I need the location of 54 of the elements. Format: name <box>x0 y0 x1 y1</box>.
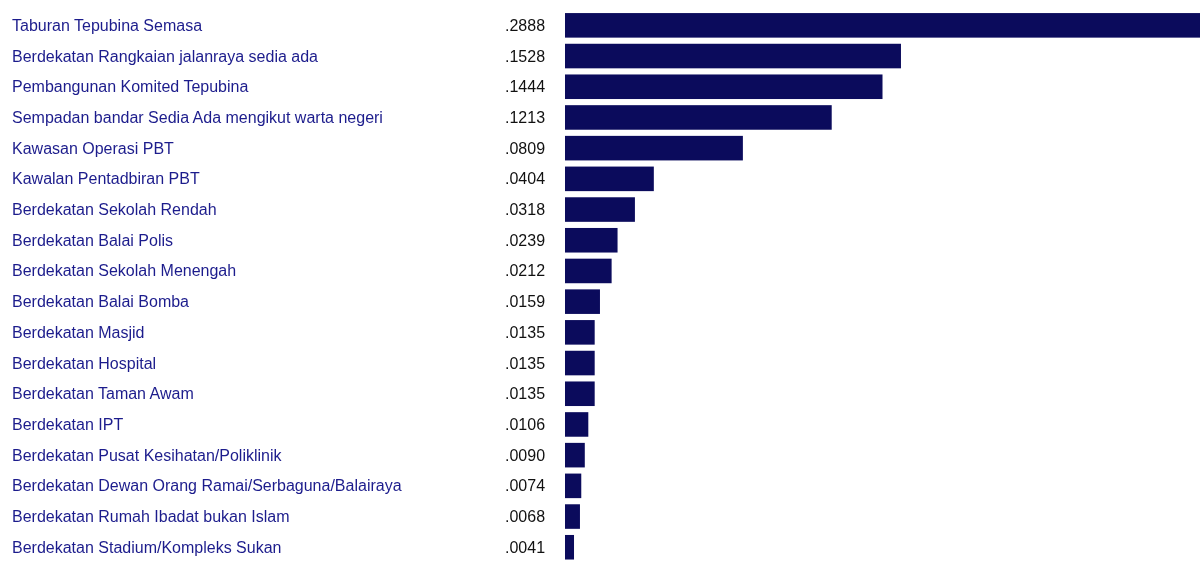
bar <box>565 135 743 161</box>
bar <box>565 166 654 192</box>
data-label: .0809 <box>505 139 546 157</box>
data-label: .0212 <box>505 262 546 280</box>
y-tick-label: Kawalan Pentadbiran PBT <box>12 170 200 188</box>
data-label: .0135 <box>505 354 546 372</box>
data-label: .0074 <box>505 477 546 495</box>
data-label: .0404 <box>505 170 546 188</box>
y-tick-label: Berdekatan Rumah Ibadat bukan Islam <box>12 508 290 526</box>
data-label: .0135 <box>505 323 546 341</box>
bar <box>565 381 595 407</box>
data-label: .2888 <box>505 16 546 34</box>
bar <box>565 227 618 253</box>
y-tick-label: Berdekatan Taman Awam <box>12 385 194 403</box>
y-tick-label: Taburan Tepubina Semasa <box>12 16 203 34</box>
bar <box>565 289 600 314</box>
y-tick-label: Berdekatan Rangkaian jalanraya sedia ada <box>12 47 319 65</box>
bar <box>565 350 595 376</box>
bar <box>565 412 589 437</box>
y-tick-label: Berdekatan Balai Polis <box>12 231 173 249</box>
data-label: .0090 <box>505 446 546 464</box>
data-label: .1213 <box>505 108 546 126</box>
bar <box>565 258 612 284</box>
y-tick-label: Berdekatan Masjid <box>12 323 145 341</box>
data-label: .0318 <box>505 201 546 219</box>
bar <box>565 13 1200 38</box>
bar <box>565 442 585 468</box>
y-tick-label: Berdekatan Dewan Orang Ramai/Serbaguna/Balairaya <box>12 477 402 495</box>
bar <box>565 43 901 69</box>
bar <box>565 473 582 499</box>
data-label: .0041 <box>505 538 546 556</box>
y-tick-label: Pembangunan Komited Tepubina <box>12 78 249 96</box>
y-tick-label: Sempadan bandar Sedia Ada mengikut warta negeri <box>12 108 383 126</box>
bar <box>565 74 883 100</box>
y-tick-label: Berdekatan Balai Bomba <box>12 293 190 311</box>
bar <box>565 320 595 345</box>
data-label: .0135 <box>505 385 546 403</box>
bar <box>565 105 832 130</box>
y-tick-label: Berdekatan Stadium/Kompleks Sukan <box>12 538 282 556</box>
y-tick-label: Berdekatan Pusat Kesihatan/Poliklinik <box>12 446 283 464</box>
y-tick-label: Berdekatan Hospital <box>12 354 157 372</box>
bar <box>565 534 575 560</box>
data-label: .0239 <box>505 231 546 249</box>
data-label: .1528 <box>505 47 546 65</box>
data-label: .1444 <box>505 78 546 96</box>
bar <box>565 504 580 529</box>
data-label: .0159 <box>505 293 546 311</box>
y-tick-label: Berdekatan IPT <box>12 415 124 433</box>
bar <box>565 197 635 222</box>
data-label: .0068 <box>505 508 546 526</box>
data-label: .0106 <box>505 415 546 433</box>
y-tick-label: Berdekatan Sekolah Menengah <box>12 262 237 280</box>
y-tick-label: Kawasan Operasi PBT <box>12 139 175 157</box>
y-tick-label: Berdekatan Sekolah Rendah <box>12 201 217 219</box>
